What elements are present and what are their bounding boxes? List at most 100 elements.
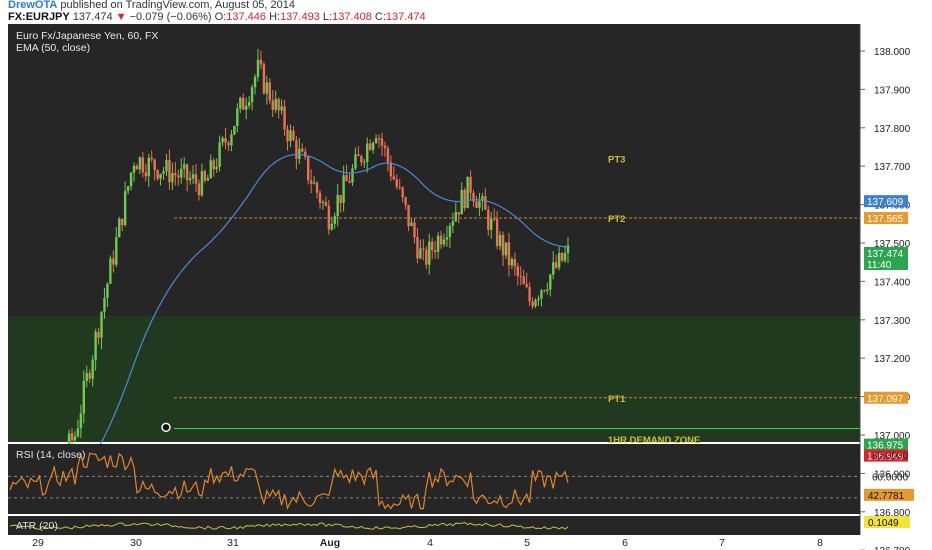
candle-body	[386, 148, 390, 163]
price-tick: 137.800	[874, 124, 911, 135]
candle-body	[138, 157, 142, 170]
candle-body	[448, 225, 452, 238]
price-label-bg	[864, 257, 908, 270]
candle-body	[531, 301, 534, 307]
candle-body	[336, 194, 339, 217]
candle-body	[377, 138, 381, 140]
candle-body	[312, 182, 316, 184]
candle-body	[330, 223, 334, 230]
candle-body	[280, 106, 283, 111]
atr-pane[interactable]	[8, 516, 860, 535]
candle-body	[209, 160, 212, 179]
candle-body	[416, 237, 419, 259]
candle-body	[115, 237, 118, 265]
candle-body	[395, 179, 398, 187]
price-tick: 137.400	[874, 277, 911, 288]
candle-body	[472, 192, 475, 202]
time-tick: 8	[817, 537, 823, 549]
rsi-axis-ticks: 80.0000 60.0000 42.7781	[864, 451, 914, 502]
candle-body	[525, 284, 528, 288]
candle-body	[354, 154, 357, 169]
price-tick: 137.500	[874, 239, 911, 250]
author-link[interactable]: DrewOTA	[8, 0, 58, 11]
candle-body	[227, 142, 230, 146]
candle-body	[82, 380, 86, 414]
time-axis[interactable]	[0, 535, 860, 550]
candle-body	[215, 166, 218, 170]
candle-body	[454, 212, 458, 222]
open-label: O:	[214, 11, 227, 23]
candle-body	[120, 218, 124, 226]
candle-body	[380, 138, 384, 146]
candle-body	[301, 148, 304, 152]
price-label-bg	[864, 438, 908, 451]
candle-body	[566, 245, 570, 253]
time-tick: 4	[427, 537, 433, 549]
candle-body	[79, 413, 83, 429]
candle-body	[230, 134, 233, 146]
close-value: 137.474	[385, 11, 426, 23]
candle-body	[253, 76, 257, 88]
candle-body	[188, 178, 192, 181]
time-tick: 29	[32, 537, 44, 549]
candle-body	[463, 189, 466, 208]
candle-body	[197, 183, 201, 196]
candle-body	[363, 161, 366, 163]
candle-body	[528, 287, 531, 302]
candle-body	[519, 275, 522, 277]
rsi-pane[interactable]	[8, 444, 860, 514]
candle-body	[425, 249, 428, 265]
price-label: 136.949	[867, 452, 904, 463]
close-label: C:	[374, 11, 386, 23]
candle-body	[306, 157, 310, 181]
time-tick: 5	[524, 537, 530, 549]
candle-body	[469, 176, 472, 193]
candle-body	[348, 181, 351, 183]
open-value: 137.446	[226, 11, 266, 23]
rsi-tick: 60.0000	[872, 472, 909, 483]
down-arrow-icon: ▼	[115, 11, 127, 23]
candle-body	[203, 171, 207, 181]
candle-body	[560, 252, 564, 261]
candle-body	[268, 82, 272, 101]
candle-body	[265, 82, 269, 94]
time-tick: 31	[227, 537, 239, 549]
candle-body	[112, 258, 115, 265]
high-label: H:	[269, 11, 281, 23]
candle-body	[552, 262, 555, 275]
candle-body	[218, 142, 221, 167]
candle-body	[422, 248, 425, 250]
candle-body	[194, 174, 198, 184]
candle-body	[76, 428, 80, 437]
candle-body	[484, 196, 487, 210]
candle-body	[374, 138, 378, 143]
candle-body	[324, 202, 328, 206]
price-axis[interactable]	[860, 24, 932, 550]
candle-body	[389, 162, 393, 177]
price-tick: 136.900	[874, 469, 911, 480]
price-tick: 137.300	[874, 316, 911, 327]
candle-body	[200, 171, 204, 196]
candle-body	[271, 100, 274, 110]
candle-body	[274, 98, 277, 110]
candle-body	[132, 165, 136, 173]
candle-body	[401, 187, 404, 198]
candle-body	[481, 196, 484, 201]
price-label-bg	[864, 212, 908, 225]
candle-body	[262, 64, 266, 94]
candle-body	[430, 241, 434, 251]
candle-body	[321, 202, 325, 204]
symbol: FX:EURJPY	[8, 11, 70, 23]
instrument-legend: Euro Fx/Japanese Yen, 60, FX	[16, 30, 158, 42]
candle-body	[537, 298, 540, 301]
candle-body	[250, 87, 254, 103]
candle-body	[351, 168, 354, 183]
candle-body	[277, 98, 280, 111]
candle-body	[88, 373, 91, 379]
price-tick: 136.700	[874, 546, 911, 550]
candle-body	[557, 252, 561, 268]
candle-body	[144, 172, 148, 177]
candle-body	[398, 186, 401, 188]
demand-zone	[8, 315, 860, 442]
